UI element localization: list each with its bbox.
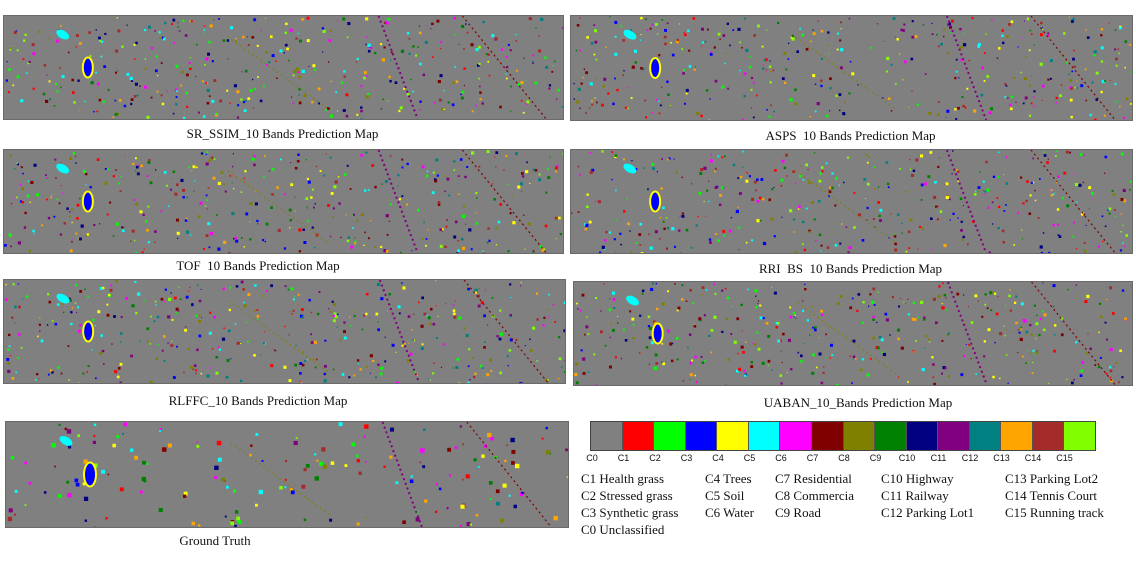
legend-label: C1 Health grass	[581, 471, 665, 486]
legend-tick-c2: C2	[649, 453, 661, 463]
map-tof	[3, 149, 564, 254]
legend-tick-c8: C8	[838, 453, 850, 463]
legend-tick-c1: C1	[617, 453, 630, 463]
legend-label: C15 Running track	[1005, 505, 1104, 520]
map-uaban	[573, 281, 1133, 386]
legend-tick-c0: C0	[586, 453, 598, 463]
legend-tick-c9: C9	[869, 453, 882, 463]
legend-tick-c3: C3	[680, 453, 693, 463]
caption-ground-truth: Ground Truth	[179, 533, 251, 548]
legend-swatch-c5	[748, 422, 781, 450]
legend-tick-c15: C15	[1056, 453, 1073, 463]
map-rlffc	[3, 279, 566, 384]
legend-label: C12 Parking Lot1	[881, 505, 975, 520]
legend-swatch-c10	[906, 422, 939, 450]
legend-tick-c11: C11	[930, 453, 947, 463]
legend-swatch-c6	[780, 422, 812, 450]
legend-label: C10 Highway	[881, 471, 954, 486]
speckle-texture	[574, 282, 1132, 385]
caption-rri-bs: RRI BS 10 Bands Prediction Map	[758, 261, 943, 276]
legend-swatch-c13	[1001, 422, 1033, 450]
legend-tick-c14: C14	[1024, 453, 1042, 463]
speckle-texture	[7, 422, 568, 527]
legend-swatch-c9	[875, 422, 907, 450]
legend-label: C6 Water	[705, 505, 754, 520]
caption-uaban: UABAN_10_Bands Prediction Map	[763, 395, 953, 410]
speckle-texture	[5, 16, 563, 119]
legend-swatch-c8	[843, 422, 876, 450]
legend-label: C7 Residential	[775, 471, 852, 486]
map-asps	[570, 15, 1133, 121]
legend-tick-c7: C7	[806, 453, 819, 463]
legend-swatch-c3	[685, 422, 718, 450]
legend-label: C2 Stressed grass	[581, 488, 673, 503]
legend-label: C5 Soil	[705, 488, 745, 503]
legend-swatch-c14	[1032, 422, 1065, 450]
legend-label: C3 Synthetic grass	[581, 505, 679, 520]
legend-swatch-c7	[811, 422, 844, 450]
legend-label: C8 Commercia	[775, 488, 855, 503]
legend-swatch-c11	[938, 422, 970, 450]
legend-tick-c6: C6	[775, 453, 787, 463]
legend-label: C9 Road	[775, 505, 821, 520]
map-rri-bs	[570, 149, 1133, 254]
legend-tick-c13: C13	[993, 453, 1010, 463]
legend-swatch-c0	[591, 422, 623, 450]
legend-swatch-c12	[969, 422, 1002, 450]
legend-label: C0 Unclassified	[581, 522, 665, 537]
legend-label: C11 Railway	[881, 488, 949, 503]
legend-color-bar	[590, 421, 1096, 451]
legend-label: C13 Parking Lot2	[1005, 471, 1099, 486]
caption-sr-ssim: SR_SSIM_10 Bands Prediction Map	[186, 126, 379, 141]
caption-tof: TOF 10 Bands Prediction Map	[176, 258, 340, 273]
map-ground-truth	[5, 421, 569, 528]
speckle-texture	[571, 150, 1132, 253]
map-sr-ssim	[3, 15, 564, 120]
speckle-texture	[573, 16, 1132, 120]
legend-label: C14 Tennis Court	[1005, 488, 1098, 503]
legend-tick-c12: C12	[961, 453, 979, 463]
caption-asps: ASPS 10 Bands Prediction Map	[765, 128, 936, 143]
legend-swatch-c2	[654, 422, 686, 450]
legend-label: C4 Trees	[705, 471, 752, 486]
legend-swatch-c15	[1064, 422, 1095, 450]
legend-swatch-c4	[717, 422, 749, 450]
speckle-texture	[4, 280, 565, 383]
speckle-texture	[4, 150, 563, 253]
legend-tick-c5: C5	[743, 453, 756, 463]
legend-tick-c10: C10	[898, 453, 916, 463]
legend-tick-c4: C4	[712, 453, 724, 463]
legend-swatch-c1	[622, 422, 655, 450]
caption-rlffc: RLFFC_10 Bands Prediction Map	[168, 393, 348, 408]
